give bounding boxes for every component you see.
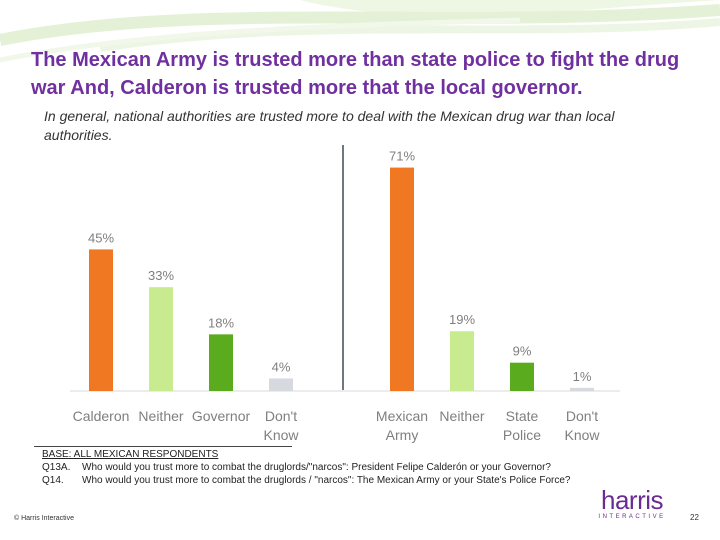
question-text: Who would you trust more to combat the d… [82,462,551,473]
bar-q14-0 [390,167,414,391]
category-label: Police [503,427,541,443]
category-label: Don't [265,408,297,424]
category-label: State [506,408,539,424]
question-q13a: Q13A. Who would you trust more to combat … [42,461,662,474]
logo-wordmark: harris [600,485,664,515]
footnotes: BASE: ALL MEXICAN RESPONDENTS Q13A. Who w… [34,446,662,487]
slide-subtitle: In general, national authorities are tru… [44,108,615,143]
bar-q13a-3 [269,378,293,391]
harris-logo: harris INTERACTIVE [597,487,667,521]
base-label: BASE: ALL MEXICAN RESPONDENTS [34,446,292,461]
category-label: Army [386,427,419,443]
data-label: 18% [208,315,234,330]
category-label: Know [564,427,600,443]
bar-q14-2 [510,362,534,391]
bar-q14-1 [450,331,474,391]
bar-q13a-1 [149,287,173,391]
question-text: Who would you trust more to combat the d… [82,475,571,486]
question-id: Q13A. [42,462,71,473]
data-label: 1% [573,369,592,384]
logo-subtext: INTERACTIVE [598,514,666,520]
category-label: Neither [138,408,183,424]
data-label: 9% [513,344,532,359]
bar-q14-3 [570,387,594,391]
copyright: © Harris Interactive [14,515,75,522]
question-id: Q14. [42,475,64,486]
bar-q13a-0 [89,249,113,391]
category-label: Neither [439,408,484,424]
data-label: 33% [148,268,174,283]
bar-q13a-2 [209,334,233,391]
data-label: 71% [389,149,415,164]
category-label: Don't [566,408,598,424]
category-label: Mexican [376,408,428,424]
category-label: Governor [192,408,251,424]
data-label: 45% [88,230,114,245]
category-label: Calderon [73,408,130,424]
data-label: 4% [272,359,291,374]
category-label: Know [263,427,299,443]
data-label: 19% [449,312,475,327]
slide-title: The Mexican Army is trusted more than st… [31,49,680,99]
question-q14: Q14. Who would you trust more to combat t… [42,474,662,487]
page-number: 22 [690,513,699,522]
